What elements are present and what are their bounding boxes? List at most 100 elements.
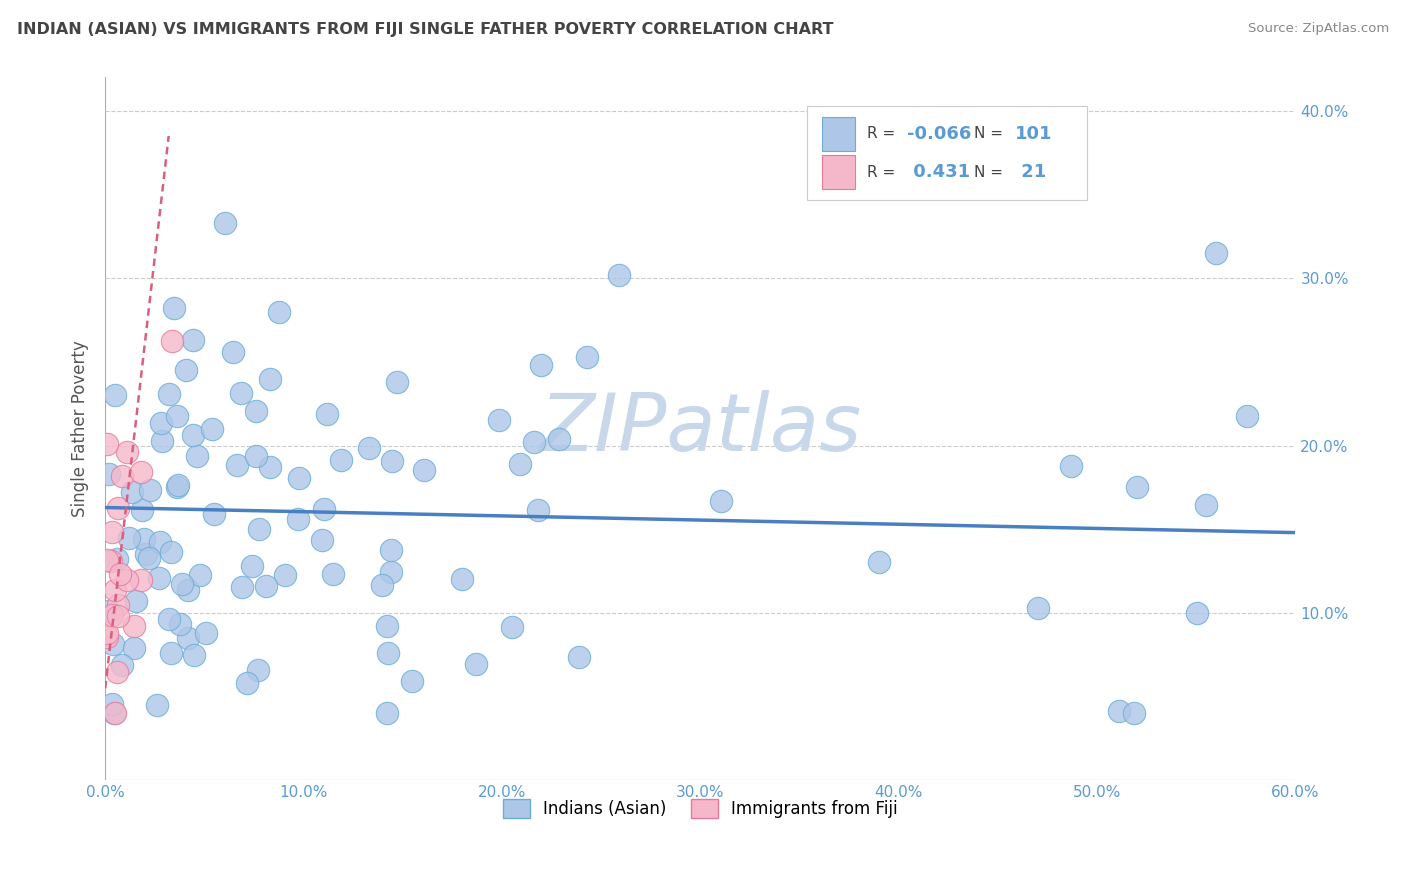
Point <box>159 646 181 660</box>
Point <box>104 706 127 721</box>
Point <box>100 697 122 711</box>
Point <box>146 698 169 712</box>
Point <box>96 630 118 644</box>
Point <box>148 571 170 585</box>
Point <box>195 626 218 640</box>
Point <box>371 578 394 592</box>
Point <box>150 434 173 448</box>
Point <box>322 566 344 581</box>
Point <box>104 583 127 598</box>
Point <box>329 453 352 467</box>
Point <box>381 454 404 468</box>
Point <box>269 304 291 318</box>
Text: R =: R = <box>868 126 900 141</box>
Text: 21: 21 <box>1015 163 1046 181</box>
Point <box>157 612 180 626</box>
Point <box>108 567 131 582</box>
Point <box>247 522 270 536</box>
Text: ZIPatlas: ZIPatlas <box>540 390 862 468</box>
Point <box>103 637 125 651</box>
Point <box>183 428 205 442</box>
Point <box>169 616 191 631</box>
Point <box>357 441 380 455</box>
Point <box>96 626 118 640</box>
Point <box>401 674 423 689</box>
Text: 0.431: 0.431 <box>907 163 970 181</box>
Point <box>157 386 180 401</box>
Legend: Indians (Asian), Immigrants from Fiji: Indians (Asian), Immigrants from Fiji <box>496 792 904 825</box>
Point <box>163 301 186 316</box>
Point <box>111 657 134 672</box>
Point <box>488 413 510 427</box>
Point <box>105 552 128 566</box>
Point <box>311 533 333 547</box>
Point <box>107 609 129 624</box>
Point <box>312 502 335 516</box>
Point <box>135 547 157 561</box>
Point <box>1205 246 1227 260</box>
Point <box>245 403 267 417</box>
Text: R =: R = <box>868 165 900 180</box>
Point <box>259 459 281 474</box>
Point <box>710 493 733 508</box>
Point <box>869 555 891 569</box>
Point <box>122 619 145 633</box>
Point <box>104 388 127 402</box>
Point <box>1026 601 1049 615</box>
Point <box>96 553 118 567</box>
Point <box>576 351 599 365</box>
Point <box>927 179 949 194</box>
Point <box>96 436 118 450</box>
Point <box>160 545 183 559</box>
Point <box>98 604 121 618</box>
Point <box>118 531 141 545</box>
Point <box>254 579 277 593</box>
Point <box>139 483 162 498</box>
Point <box>129 573 152 587</box>
Point <box>103 706 125 721</box>
Text: N =: N = <box>974 126 1008 141</box>
Text: -0.066: -0.066 <box>907 125 972 143</box>
Text: INDIAN (ASIAN) VS IMMIGRANTS FROM FIJI SINGLE FATHER POVERTY CORRELATION CHART: INDIAN (ASIAN) VS IMMIGRANTS FROM FIJI S… <box>17 22 834 37</box>
Point <box>274 567 297 582</box>
Point <box>172 577 194 591</box>
Point <box>100 607 122 622</box>
Point <box>548 432 571 446</box>
Point <box>111 469 134 483</box>
Point <box>131 502 153 516</box>
Point <box>464 657 486 672</box>
Point <box>231 580 253 594</box>
Point <box>247 663 270 677</box>
FancyBboxPatch shape <box>821 117 855 151</box>
Point <box>380 543 402 558</box>
Point <box>186 449 208 463</box>
Point <box>132 533 155 547</box>
Point <box>107 500 129 515</box>
Point <box>1123 706 1146 721</box>
Point <box>105 665 128 679</box>
Point <box>385 375 408 389</box>
Point <box>138 550 160 565</box>
Point <box>181 333 204 347</box>
Point <box>377 646 399 660</box>
Point <box>1185 607 1208 621</box>
Point <box>259 372 281 386</box>
Point <box>1195 498 1218 512</box>
Point <box>288 471 311 485</box>
Point <box>166 409 188 424</box>
Point <box>183 648 205 662</box>
Point <box>100 524 122 539</box>
Point <box>527 503 550 517</box>
Point <box>568 650 591 665</box>
Point <box>501 620 523 634</box>
Point <box>98 467 121 482</box>
Point <box>287 512 309 526</box>
Point <box>225 458 247 473</box>
Point <box>149 535 172 549</box>
Point <box>229 385 252 400</box>
Point <box>149 416 172 430</box>
Text: Source: ZipAtlas.com: Source: ZipAtlas.com <box>1249 22 1389 36</box>
Point <box>166 480 188 494</box>
Point <box>1126 480 1149 494</box>
Point <box>451 573 474 587</box>
